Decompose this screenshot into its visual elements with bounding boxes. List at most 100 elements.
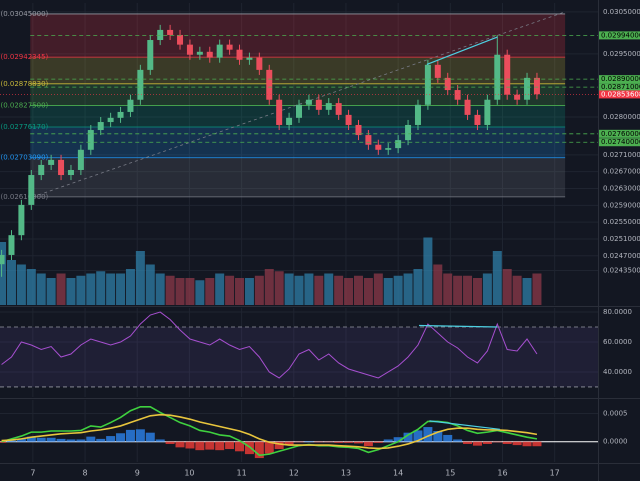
volume-bar: [135, 251, 145, 305]
histogram-bar: [363, 441, 373, 447]
volume-bar: [453, 275, 463, 305]
volume-bar: [363, 278, 373, 305]
volume-bar: [423, 237, 433, 305]
price-level-label: 0.02740000: [601, 138, 640, 146]
histogram-bar: [76, 439, 86, 442]
volume-bar: [294, 275, 304, 305]
histogram-bar: [453, 439, 463, 442]
y-tick-label: 80.0000: [603, 308, 632, 316]
histogram-bar: [472, 441, 482, 446]
candle-body: [147, 40, 154, 70]
candle-body: [67, 169, 74, 176]
candle-body: [137, 69, 144, 100]
price-level-tag: [599, 138, 640, 147]
volume-bar: [472, 278, 482, 305]
candle-body: [28, 175, 35, 205]
volume-bar: [195, 280, 205, 305]
candle-body: [177, 34, 184, 45]
histogram-bar: [116, 433, 126, 442]
histogram-bar: [433, 431, 443, 442]
rsi-line: [1, 311, 538, 379]
histogram-bar: [155, 439, 165, 442]
histogram-bar: [86, 436, 96, 442]
histogram-bar: [106, 436, 116, 442]
volume-bar: [26, 269, 36, 305]
volume-bar: [393, 275, 403, 305]
histogram-bar: [304, 441, 314, 442]
price-level-tag: [599, 83, 640, 92]
histogram-bar: [165, 441, 175, 444]
x-tick-label: 8: [83, 469, 88, 478]
candle-body: [365, 135, 372, 145]
volume-bar: [413, 269, 423, 305]
volume-bar: [165, 275, 175, 305]
candle-body: [196, 51, 203, 55]
candle-body: [474, 114, 481, 125]
histogram-bar: [413, 430, 423, 442]
fib-label: 0.5(0.02827500): [0, 101, 49, 109]
fib-zone: [30, 57, 566, 84]
y-tick-label: 40.0000: [603, 368, 632, 376]
candle-body: [405, 124, 412, 141]
volume-bar: [264, 269, 274, 305]
candle-body: [97, 122, 104, 131]
trend-line: [426, 36, 498, 65]
histogram-bar: [215, 441, 225, 451]
candle-body: [266, 69, 273, 100]
histogram-bar: [56, 438, 66, 442]
y-tick-label: 0.0005: [603, 410, 628, 418]
volume-bar: [344, 278, 354, 305]
x-tick-label: 13: [341, 469, 351, 478]
volume-bar: [532, 273, 542, 305]
x-tick-label: 9: [135, 469, 140, 478]
candle-body: [325, 103, 332, 110]
histogram-bar: [125, 429, 135, 442]
volume-bar: [155, 273, 165, 305]
histogram-bar: [403, 432, 413, 442]
fib-label: 1(0.02610000): [0, 193, 49, 201]
candle-body: [533, 77, 540, 95]
candle-body: [107, 117, 114, 123]
volume-bar: [185, 278, 195, 305]
histogram-bar: [443, 434, 453, 442]
histogram-bar: [26, 436, 36, 442]
candle-body: [87, 130, 94, 150]
y-tick-label: 0.0000: [603, 438, 628, 446]
histogram-bar: [185, 441, 195, 449]
price-level-tag: [599, 129, 640, 138]
candle-body: [315, 99, 322, 110]
x-tick-label: 7: [30, 469, 35, 478]
histogram-bar: [324, 441, 334, 443]
histogram-bar: [482, 441, 492, 444]
histogram-bar: [235, 441, 245, 452]
candle-body: [117, 111, 124, 118]
candle-body: [226, 44, 233, 50]
volume-bar: [46, 278, 56, 305]
rsi-band: [0, 327, 598, 387]
histogram-bar: [344, 441, 354, 443]
candle-body: [375, 144, 382, 150]
y-tick-label: 60.0000: [603, 338, 632, 346]
candle-body: [276, 99, 283, 125]
volume-bar: [56, 273, 66, 305]
volume-bar: [76, 275, 86, 305]
candle-body: [18, 204, 25, 236]
candle-body: [186, 44, 193, 55]
candle-body: [38, 164, 45, 176]
volume-bar: [463, 275, 473, 305]
candle-body: [444, 77, 451, 91]
volume-bar: [353, 275, 363, 305]
volume-bar: [116, 273, 126, 305]
candle-body: [395, 140, 402, 149]
volume-bar: [284, 273, 294, 305]
last-price-tag: [599, 90, 640, 99]
volume-bar: [235, 278, 245, 305]
histogram-bar: [6, 440, 16, 442]
